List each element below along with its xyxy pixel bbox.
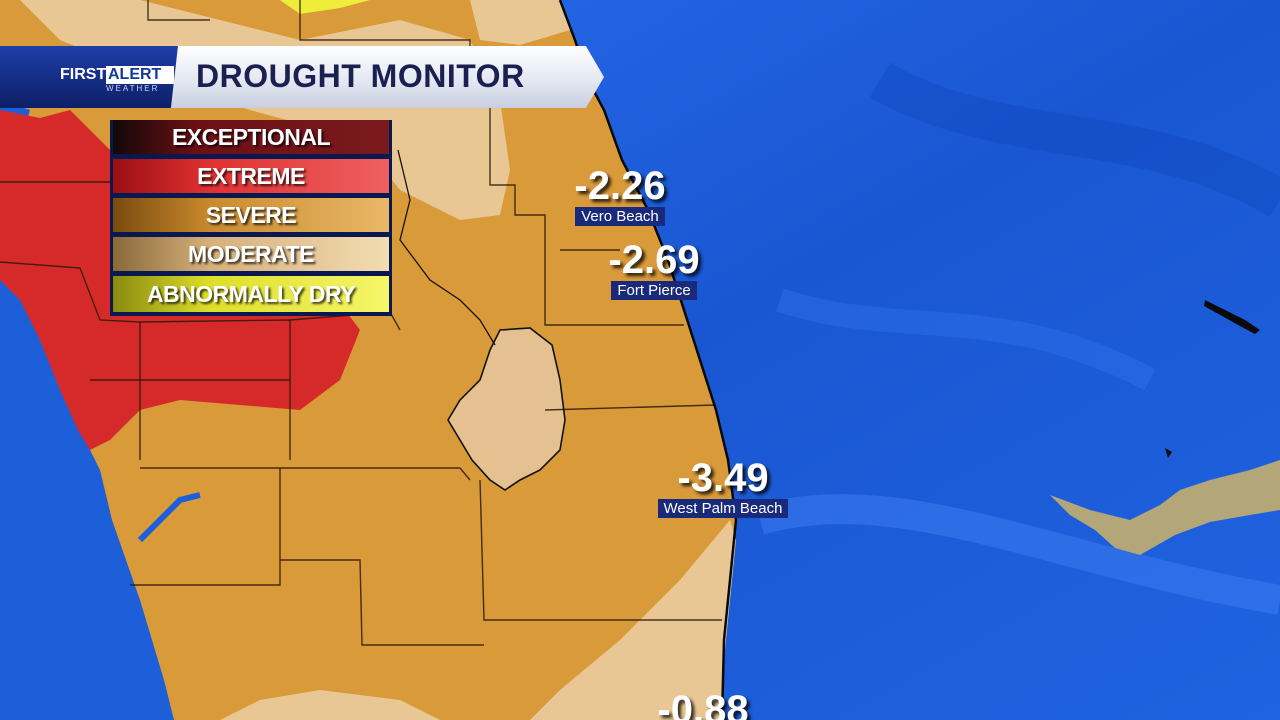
ocean-streak [755,494,1280,615]
legend-item-abnormally-dry: ABNORMALLY DRY [113,276,389,312]
bahamas-island [1165,448,1172,458]
river [397,149,496,346]
drought-moderate [220,690,440,720]
gulf-water [0,270,174,720]
legend-item-moderate: MODERATE [113,237,389,271]
logo-alert-background [106,66,174,84]
drought-abnormally-dry [280,0,370,14]
inland-water [137,492,201,543]
logo-weather-text: WEATHER [106,84,160,93]
station-vero-beach: -2.26 Vero Beach [558,166,682,226]
station-west-palm-beach: -3.49 West Palm Beach [646,458,800,518]
logo-first-text: FIRST [60,66,107,83]
station-label: Vero Beach [575,207,665,226]
station-value: -3.49 [677,456,769,500]
lake-outline [447,327,566,491]
ocean-streak [776,288,1156,391]
drought-moderate [530,520,736,720]
legend-item-exceptional: EXCEPTIONAL [113,120,389,154]
logo-alert-text: ALERT [108,66,162,83]
station-bottom: -0.88 [636,690,770,720]
drought-legend: EXCEPTIONAL EXTREME SEVERE MODERATE ABNO… [110,120,392,316]
drought-moderate [470,0,570,45]
station-value: -0.88 [657,690,749,720]
bahamas-island [1050,460,1280,555]
logo-wordmark: FIRST ALERT WEATHER [60,66,174,93]
station-label: West Palm Beach [657,499,789,518]
drought-moderate-lake [448,328,565,490]
bahamas-island [1204,300,1260,334]
station-label: Fort Pierce [611,281,697,300]
page-title: DROUGHT MONITOR [196,58,525,94]
legend-item-extreme: EXTREME [113,159,389,193]
station-value: -2.69 [608,238,700,282]
header-banner: FIRST ALERT WEATHER DROUGHT MONITOR [0,46,604,108]
station-value: -2.26 [574,164,666,208]
station-fort-pierce: -2.69 Fort Pierce [592,240,716,300]
ocean-streak [869,62,1280,218]
first-alert-logo: FIRST ALERT WEATHER [0,46,178,108]
legend-item-severe: SEVERE [113,198,389,232]
